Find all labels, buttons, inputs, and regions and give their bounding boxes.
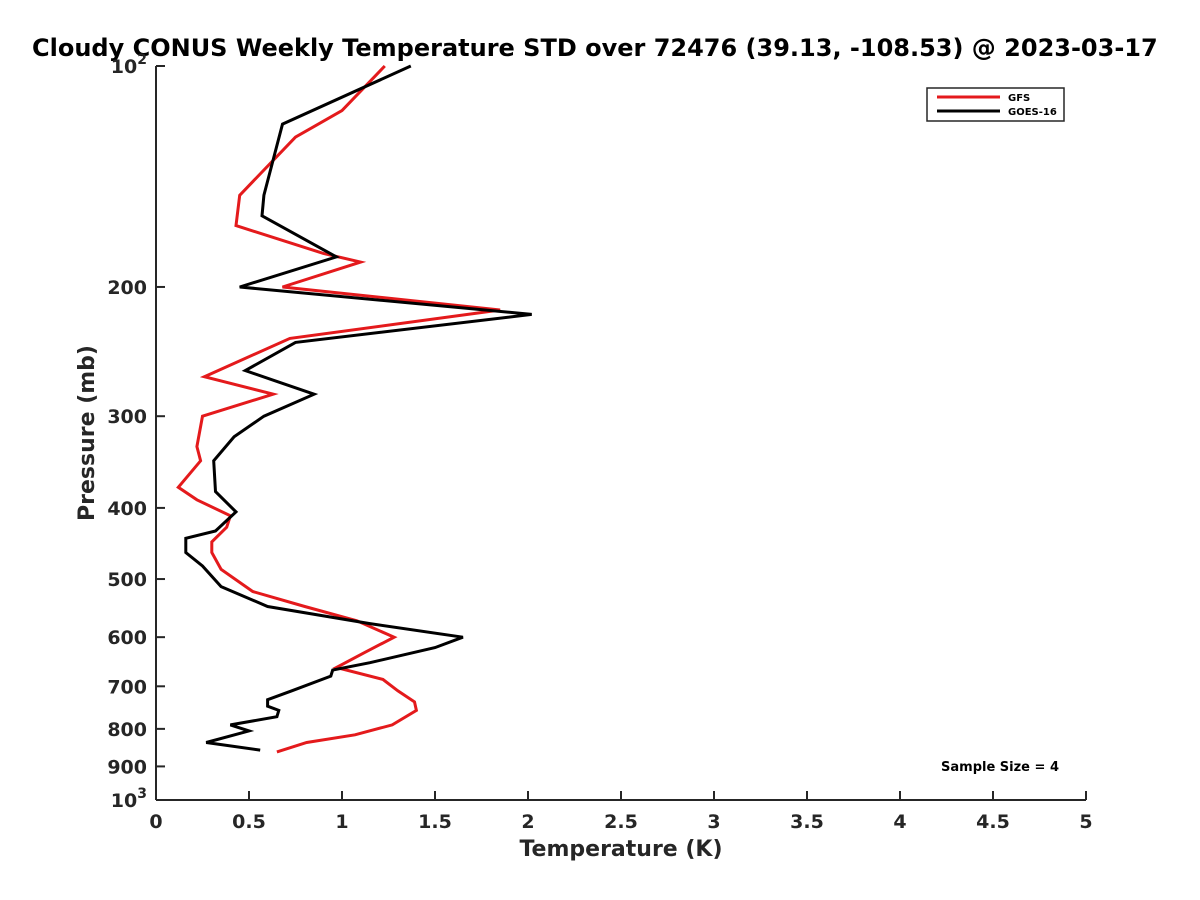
y-tick-label: 300: [107, 406, 147, 428]
x-tick-label: 2.5: [604, 811, 638, 833]
x-tick-label: 4.5: [976, 811, 1010, 833]
y-tick-label: 500: [107, 569, 147, 591]
y-tick-label: 102: [111, 52, 147, 78]
legend: GFS GOES-16: [926, 87, 1065, 122]
series-line-goes-16: [184, 64, 532, 752]
chart-title: Cloudy CONUS Weekly Temperature STD over…: [32, 34, 1158, 62]
y-tick-label: 400: [107, 498, 147, 520]
x-ticks: 0 0.5 1 1.5 2 2.5 3 3.5 4 4.5 5: [149, 791, 1093, 833]
x-tick-label: 1.5: [418, 811, 452, 833]
x-tick-label: 2: [521, 811, 534, 833]
y-tick-label: 700: [107, 676, 147, 698]
x-axis-label: Temperature (K): [519, 837, 722, 862]
x-tick-label: 0: [149, 811, 162, 833]
plot-area: 0 0.5 1 1.5 2 2.5 3 3.5 4 4.5 5 102 200 300 400 500 600…: [107, 52, 1092, 833]
x-tick-label: 3: [707, 811, 720, 833]
x-tick-label: 1: [335, 811, 348, 833]
legend-label-goes-16: GOES-16: [1008, 107, 1057, 118]
x-tick-label: 4: [893, 811, 906, 833]
x-tick-label: 0.5: [232, 811, 266, 833]
y-tick-label: 900: [107, 756, 147, 778]
x-tick-label: 3.5: [790, 811, 824, 833]
x-tick-label: 5: [1079, 811, 1092, 833]
y-tick-label: 800: [107, 719, 147, 741]
legend-label-gfs: GFS: [1008, 93, 1030, 104]
y-ticks: 102 200 300 400 500 600 700 800 900 103: [107, 52, 165, 812]
series-line-gfs: [176, 64, 501, 754]
sample-size-annotation: Sample Size = 4: [941, 760, 1059, 775]
y-tick-label: 200: [107, 277, 147, 299]
y-tick-label: 600: [107, 627, 147, 649]
y-tick-label: 103: [111, 786, 147, 812]
series-layer: [176, 64, 532, 754]
legend-box: [926, 87, 1065, 122]
y-axis-label: Pressure (mb): [75, 345, 100, 521]
